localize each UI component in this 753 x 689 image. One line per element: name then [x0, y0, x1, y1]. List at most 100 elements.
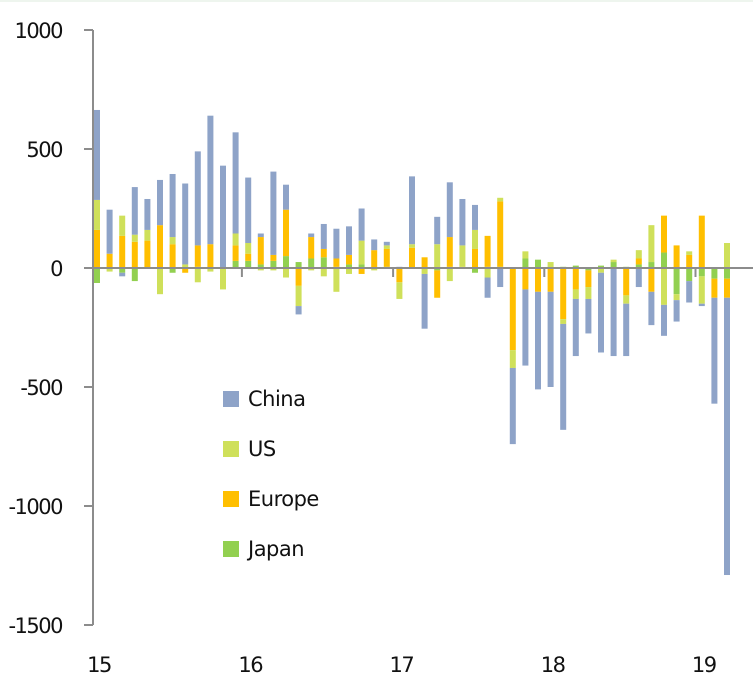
legend-swatch-china	[223, 391, 239, 407]
bar-segment-japan	[131, 268, 138, 282]
bar-segment-europe	[497, 201, 504, 267]
bar-segment-us	[472, 229, 478, 249]
bar-segment-china	[358, 208, 365, 241]
bar-segment-europe	[257, 237, 264, 265]
bar-segment-europe	[522, 268, 529, 290]
bar-segment-europe	[295, 268, 302, 286]
bar-segment-us	[182, 264, 189, 268]
bar-segment-europe	[635, 258, 642, 265]
bar-segment-us	[333, 268, 340, 292]
bar-segment-japan	[572, 265, 579, 268]
bar-segment-europe	[623, 268, 630, 296]
bar-segment-europe	[409, 247, 415, 268]
bar-segment-japan	[522, 258, 529, 268]
bar-segment-japan	[661, 252, 667, 268]
bar-segment-china	[182, 183, 189, 265]
bar-segment-europe	[446, 237, 453, 267]
bar-segment-japan	[283, 256, 289, 268]
bar-segment-europe	[144, 240, 151, 268]
y-tick-label: -1500	[8, 614, 62, 638]
bar-segment-japan	[585, 268, 592, 271]
bar-segment-us	[560, 319, 567, 324]
bar-segment-europe	[119, 235, 126, 268]
bar-segment-us	[698, 276, 705, 304]
bar-segment-japan	[686, 268, 693, 282]
legend-swatch-us	[223, 441, 239, 457]
bar-segment-us	[497, 197, 504, 202]
bar-segment-europe	[358, 268, 365, 274]
bar-segment-china	[346, 226, 352, 255]
bar-segment-europe	[560, 268, 567, 320]
bar-segment-us	[421, 268, 428, 274]
y-tick-label: -500	[20, 376, 62, 400]
bar-segment-europe	[396, 268, 403, 283]
bar-segment-us	[220, 268, 226, 290]
bar-segment-china	[283, 184, 289, 210]
bar-segment-us	[371, 268, 378, 271]
bar-segment-china	[509, 367, 516, 445]
bar-segment-japan	[308, 258, 315, 268]
y-tick-label: -1000	[8, 495, 62, 519]
bar-segment-us	[232, 233, 239, 246]
bar-segment-china	[648, 291, 655, 326]
bar-segment-china	[157, 179, 163, 226]
bar-segment-europe	[333, 258, 340, 267]
bar-segment-china	[371, 239, 378, 251]
bar-segment-china	[585, 298, 592, 334]
bar-segment-china	[459, 198, 466, 246]
x-tick-label: 15	[87, 653, 111, 677]
bar-segment-europe	[686, 254, 693, 268]
bar-segment-china	[220, 165, 226, 268]
bar-segment-europe	[434, 270, 441, 298]
bar-segment-china	[421, 273, 428, 329]
bar-segment-china	[119, 272, 126, 277]
bar-segment-japan	[245, 260, 252, 268]
bar-segment-us	[245, 243, 252, 254]
legend-label-china: China	[248, 387, 306, 411]
legend-item-china: China	[223, 374, 319, 424]
bar-segment-europe	[346, 254, 352, 265]
bar-segment-europe	[371, 250, 378, 268]
bar-segment-us	[131, 234, 138, 242]
x-tick-label: 19	[692, 653, 716, 677]
bar-segment-europe	[308, 237, 315, 259]
bar-segment-us	[320, 268, 327, 277]
y-tick-label: 500	[26, 138, 62, 162]
bar-segment-china	[547, 291, 554, 387]
bar-segment-japan	[673, 268, 680, 295]
bar-segment-us	[585, 287, 592, 299]
bar-segment-china	[635, 268, 642, 288]
bar-segment-china	[383, 241, 390, 246]
bar-segment-us	[283, 268, 289, 278]
bar-segment-us	[648, 225, 655, 263]
legend-item-europe: Europe	[223, 474, 319, 524]
bar-segment-europe	[320, 248, 327, 258]
x-tick-label: 16	[238, 653, 263, 677]
bar-segment-japan	[119, 268, 126, 273]
bar-segment-us	[295, 285, 302, 307]
legend-label-japan: Japan	[248, 537, 305, 561]
legend-swatch-japan	[223, 541, 239, 557]
bar-segment-japan	[648, 262, 655, 268]
bar-segment-europe	[472, 248, 478, 268]
bar-segment-europe	[572, 268, 579, 290]
bar-segment-us	[194, 268, 201, 283]
bar-segment-us	[346, 268, 352, 274]
bar-segment-us	[409, 244, 415, 248]
bar-segment-europe	[421, 257, 428, 268]
bar-segment-china	[472, 204, 478, 230]
top-border	[0, 0, 753, 2]
legend-swatch-europe	[223, 491, 239, 507]
bar-segment-china	[560, 323, 567, 430]
bar-segment-china	[308, 233, 315, 238]
bar-segment-china	[270, 171, 277, 255]
bar-segment-china	[535, 291, 541, 390]
bar-segment-china	[598, 272, 604, 353]
x-tick-label: 17	[390, 653, 414, 677]
bar-segment-us	[598, 268, 604, 273]
legend-item-us: US	[223, 424, 319, 474]
bar-segment-europe	[547, 268, 554, 292]
bar-segment-us	[572, 289, 579, 299]
bar-segment-japan	[257, 264, 264, 268]
